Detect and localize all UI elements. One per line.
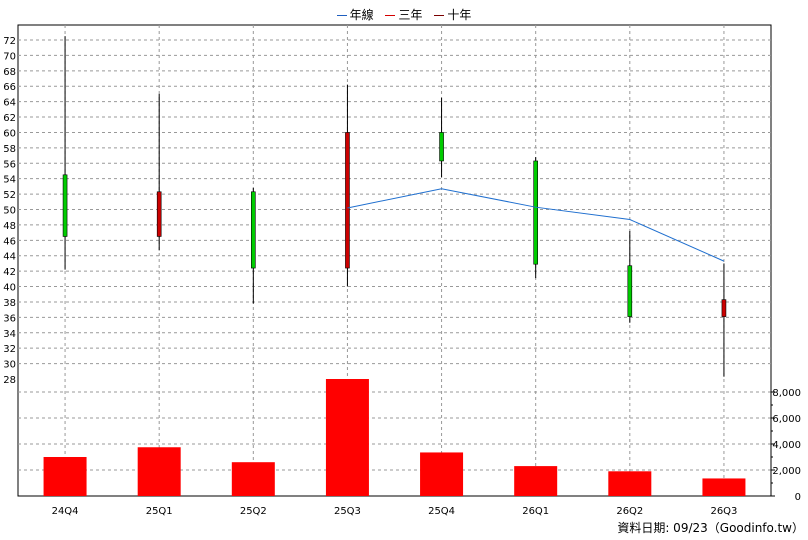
volume-tick-label: 6,000 (772, 414, 801, 425)
price-tick-label: 72 (3, 36, 16, 47)
price-tick-label: 66 (3, 82, 16, 93)
x-tick-label: 25Q2 (240, 506, 267, 517)
x-tick-label: 24Q4 (52, 506, 79, 517)
candle-body (721, 299, 727, 317)
price-tick-label: 38 (3, 298, 16, 309)
volume-tick-label: 8,000 (772, 388, 801, 399)
candle-body (533, 160, 538, 265)
candle-body (251, 191, 256, 269)
price-tick-label: 60 (3, 128, 16, 139)
x-tick-label: 25Q3 (334, 506, 361, 517)
candle-body (627, 265, 633, 317)
volume-bar (231, 462, 275, 496)
legend-label-ten-year: 十年 (447, 8, 472, 22)
price-tick-label: 34 (3, 329, 16, 340)
volume-tick-label: 0 (795, 492, 801, 503)
price-tick-label: 56 (3, 159, 16, 170)
price-tick-label: 40 (3, 283, 16, 294)
price-tick-label: 48 (3, 221, 16, 232)
candle-body (62, 174, 68, 237)
x-tick-label: 25Q1 (146, 506, 173, 517)
price-tick-label: 42 (3, 267, 16, 278)
plot-frame (17, 24, 772, 497)
x-tick-label: 26Q2 (616, 506, 643, 517)
candle-body (439, 132, 444, 162)
volume-bar (514, 466, 558, 496)
source-note: 資料日期: 09/23（Goodinfo.tw） (617, 521, 804, 535)
legend-swatch-annual (336, 15, 347, 16)
moving-average-line (347, 188, 725, 262)
legend-item-ten-year: 十年 (434, 8, 471, 22)
legend-label-annual: 年線 (349, 8, 374, 22)
legend-item-annual: 年線 (336, 8, 374, 22)
price-tick-label: 52 (3, 190, 16, 201)
price-tick-label: 32 (3, 344, 16, 355)
price-tick-label: 28 (3, 375, 16, 386)
price-tick-label: 46 (3, 236, 16, 247)
legend: 年線 三年 十年 (0, 6, 808, 23)
price-tick-label: 54 (3, 175, 16, 186)
volume-bar (702, 478, 746, 496)
candle-body (156, 191, 162, 237)
x-tick-label: 26Q1 (522, 506, 549, 517)
price-tick-label: 64 (3, 98, 16, 109)
price-tick-label: 62 (3, 113, 16, 124)
volume-tick-label: 4,000 (772, 440, 801, 451)
volume-bar (608, 471, 652, 496)
price-tick-label: 68 (3, 67, 16, 78)
legend-swatch-ten-year (434, 15, 445, 16)
legend-label-three-year: 三年 (398, 8, 423, 22)
price-tick-label: 36 (3, 313, 16, 324)
price-tick-label: 44 (3, 252, 16, 263)
legend-item-three-year: 三年 (385, 8, 423, 22)
price-tick-label: 30 (3, 360, 16, 371)
x-tick-label: 26Q3 (710, 506, 737, 517)
candle-body (345, 132, 350, 269)
volume-bar (43, 457, 87, 496)
price-tick-label: 70 (3, 51, 16, 62)
volume-bar (325, 379, 369, 496)
price-tick-label: 50 (3, 206, 16, 217)
volume-tick-label: 2,000 (772, 466, 801, 477)
volume-bar (420, 452, 464, 496)
volume-bar (137, 447, 181, 496)
legend-swatch-three-year (385, 15, 396, 16)
x-tick-label: 25Q4 (428, 506, 455, 517)
price-tick-label: 58 (3, 144, 16, 155)
